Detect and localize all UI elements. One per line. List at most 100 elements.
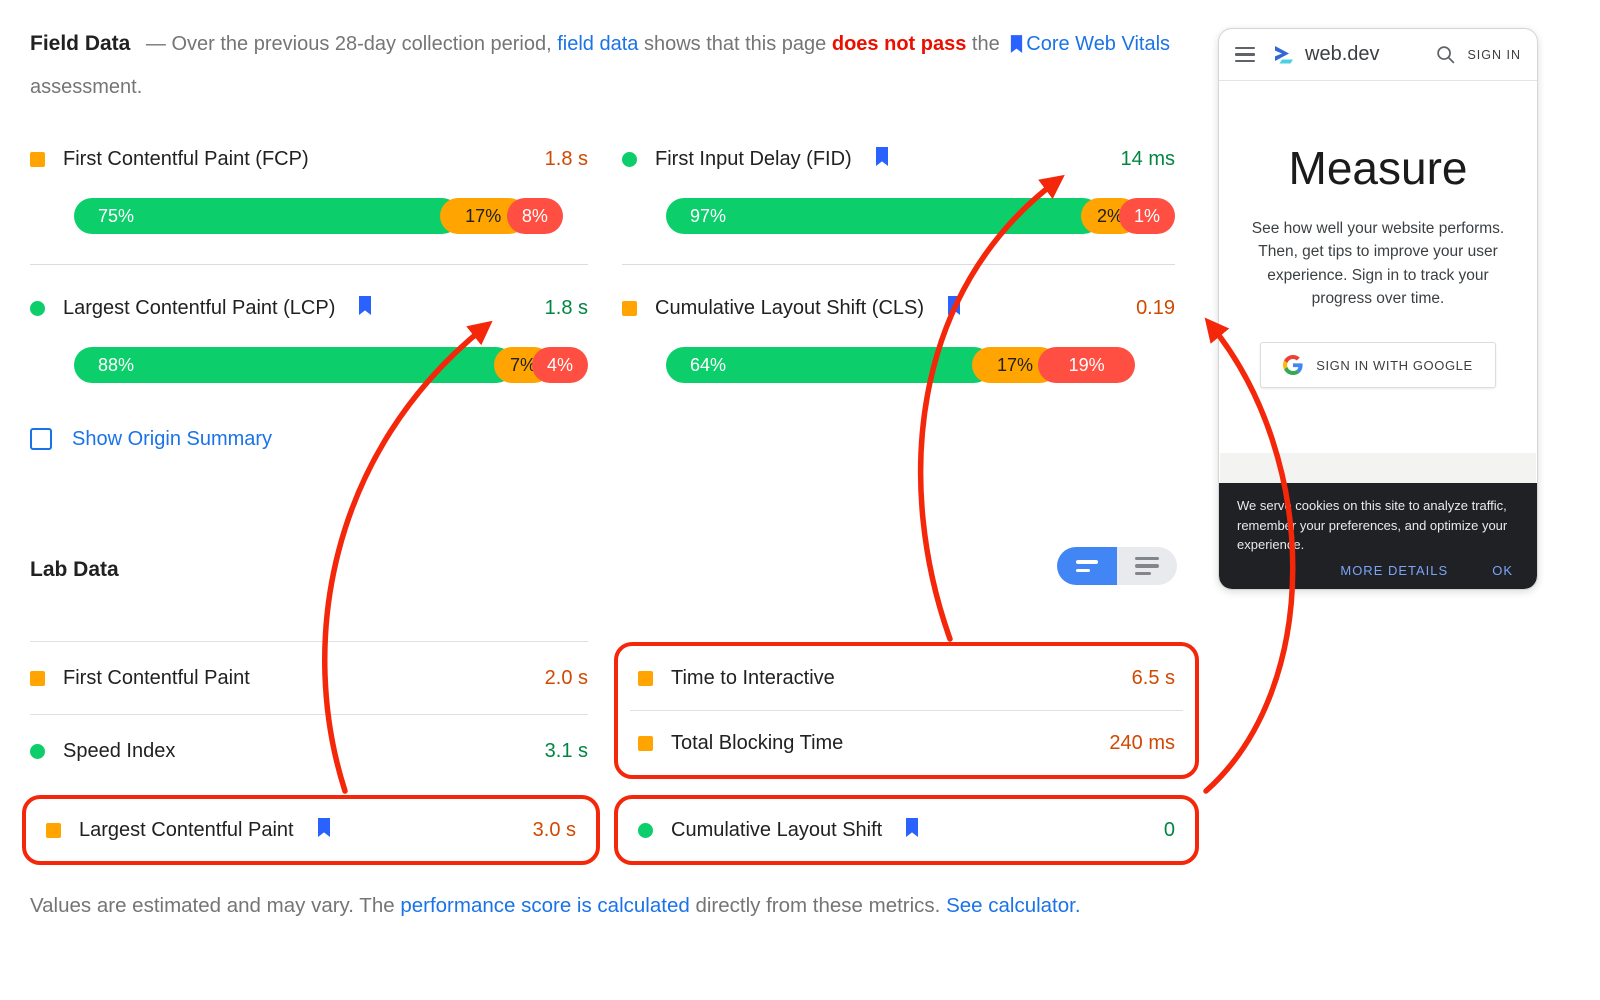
- show-origin-summary[interactable]: Show Origin Summary: [30, 417, 588, 461]
- footer-text-1: Values are estimated and may vary. The: [30, 894, 401, 917]
- metric-value: 2.0 s: [544, 666, 588, 689]
- lab-column-left: First Contentful Paint 2.0 s Speed Index…: [22, 641, 600, 865]
- cls-distribution-bar: 64% 17% 19%: [666, 347, 1175, 383]
- bar-good-segment: 97%: [666, 198, 1101, 234]
- average-square-icon: [622, 300, 637, 316]
- fid-distribution-bar: 97% 2% 1%: [666, 198, 1175, 234]
- webdev-logo-text: web.dev: [1305, 43, 1380, 65]
- bar-poor-segment: 8%: [506, 198, 563, 234]
- field-metric-cls: Cumulative Layout Shift (CLS) 0.19 64% 1…: [622, 277, 1175, 383]
- origin-summary-checkbox[interactable]: [30, 428, 52, 450]
- metric-value: 14 ms: [1120, 147, 1175, 170]
- divider: [30, 714, 588, 715]
- bar-poor-segment: 1%: [1119, 198, 1175, 234]
- view-toggle: [1057, 547, 1177, 585]
- metric-value: 1.8 s: [544, 147, 588, 170]
- compact-view-icon: [1076, 560, 1098, 572]
- measure-description: See how well your website performs. Then…: [1251, 220, 1505, 307]
- bar-good-segment: 64%: [666, 347, 992, 383]
- google-button-label: SIGN IN WITH GOOGLE: [1316, 357, 1473, 373]
- does-not-pass-text: does not pass: [831, 33, 967, 55]
- webdev-logo-icon: [1275, 45, 1293, 63]
- bookmark-icon: [1009, 27, 1024, 67]
- metric-value: 3.0 s: [532, 818, 576, 841]
- good-circle-icon: [638, 822, 653, 838]
- search-icon[interactable]: [1436, 45, 1455, 64]
- origin-summary-label[interactable]: Show Origin Summary: [72, 427, 273, 450]
- intro-text-1: — Over the previous 28-day collection pe…: [140, 33, 558, 55]
- more-details-button[interactable]: MORE DETAILS: [1340, 562, 1449, 578]
- metric-value: 3.1 s: [544, 739, 588, 762]
- bookmark-icon: [316, 818, 332, 842]
- lcp-highlight-box: Largest Contentful Paint 3.0 s: [22, 795, 600, 865]
- metric-name: First Contentful Paint: [63, 666, 250, 689]
- cookie-text: We serve cookies on this site to analyze…: [1237, 498, 1508, 552]
- bookmark-icon: [946, 296, 962, 320]
- cookie-banner: We serve cookies on this site to analyze…: [1219, 483, 1537, 589]
- fcp-distribution-bar: 75% 17% 8%: [74, 198, 588, 234]
- field-metric-fcp: First Contentful Paint (FCP) 1.8 s 75% 1…: [30, 128, 588, 234]
- average-square-icon: [46, 822, 61, 838]
- bookmark-icon: [904, 818, 920, 842]
- intro-text-4: assessment.: [30, 76, 143, 98]
- phone-header: web.dev SIGN IN: [1219, 29, 1537, 81]
- phone-sign-in-button[interactable]: SIGN IN: [1467, 47, 1521, 62]
- metric-name: First Contentful Paint (FCP): [63, 147, 309, 170]
- metric-name: Cumulative Layout Shift (CLS): [655, 296, 925, 319]
- lab-column-right: Time to Interactive 6.5 s Total Blocking…: [614, 641, 1199, 865]
- lab-metric-speed-index: Speed Index 3.1 s: [30, 715, 588, 787]
- lab-metric-tti: Time to Interactive 6.5 s: [618, 646, 1195, 710]
- sign-in-with-google-button[interactable]: SIGN IN WITH GOOGLE: [1260, 342, 1496, 388]
- metric-name: Time to Interactive: [671, 666, 835, 689]
- field-metric-fid: First Input Delay (FID) 14 ms 97% 2% 1%: [622, 128, 1175, 234]
- metric-value: 1.8 s: [544, 296, 588, 319]
- tti-tbt-highlight-box: Time to Interactive 6.5 s Total Blocking…: [614, 642, 1199, 779]
- divider: [30, 264, 588, 265]
- footer-note: Values are estimated and may vary. The p…: [30, 886, 1115, 925]
- lab-data-title: Lab Data: [30, 558, 119, 581]
- performance-score-link[interactable]: performance score is calculated: [400, 894, 690, 917]
- metric-name: Speed Index: [63, 739, 176, 762]
- core-web-vitals-link[interactable]: Core Web Vitals: [1026, 33, 1171, 55]
- metric-value: 0.19: [1136, 296, 1175, 319]
- metric-name: First Input Delay (FID): [655, 147, 852, 170]
- average-square-icon: [30, 151, 45, 167]
- lab-metric-tbt: Total Blocking Time 240 ms: [618, 711, 1195, 775]
- bar-good-segment: 75%: [74, 198, 460, 234]
- average-square-icon: [638, 735, 653, 751]
- average-square-icon: [30, 670, 45, 686]
- lab-metric-cls: Cumulative Layout Shift 0: [618, 799, 1195, 861]
- field-data-link[interactable]: field data: [557, 33, 639, 55]
- field-data-title: Field Data: [30, 32, 131, 55]
- menu-icon[interactable]: [1235, 46, 1255, 63]
- detailed-view-button[interactable]: [1117, 547, 1177, 585]
- field-metric-lcp: Largest Contentful Paint (LCP) 1.8 s 88%…: [30, 277, 588, 383]
- see-calculator-link[interactable]: See calculator.: [946, 894, 1081, 917]
- average-square-icon: [638, 670, 653, 686]
- field-data-intro: Field Data — Over the previous 28-day co…: [30, 24, 1180, 107]
- webdev-phone-mockup: web.dev SIGN IN Measure See how well you…: [1218, 28, 1538, 590]
- google-g-icon: [1283, 355, 1303, 375]
- good-circle-icon: [622, 151, 637, 167]
- divider: [630, 710, 1183, 711]
- bar-poor-segment: 19%: [1038, 347, 1135, 383]
- metric-name: Cumulative Layout Shift: [671, 818, 883, 841]
- field-column-left: First Contentful Paint (FCP) 1.8 s 75% 1…: [30, 128, 588, 461]
- ok-button[interactable]: OK: [1492, 562, 1513, 578]
- footer-text-2: directly from these metrics.: [689, 894, 947, 917]
- metric-name: Largest Contentful Paint: [79, 818, 294, 841]
- metric-value: 0: [1163, 818, 1175, 841]
- bar-poor-segment: 4%: [532, 347, 588, 383]
- intro-text-2: shows that this page: [638, 33, 832, 55]
- detailed-view-icon: [1135, 556, 1159, 576]
- divider: [30, 641, 588, 642]
- lcp-distribution-bar: 88% 7% 4%: [74, 347, 588, 383]
- compact-view-button[interactable]: [1057, 547, 1117, 585]
- webdev-logo[interactable]: web.dev: [1273, 43, 1380, 66]
- metric-name: Total Blocking Time: [671, 731, 844, 754]
- cls-highlight-box: Cumulative Layout Shift 0: [614, 795, 1199, 865]
- lab-metric-lcp: Largest Contentful Paint 3.0 s: [26, 799, 596, 861]
- metric-value: 6.5 s: [1131, 666, 1175, 689]
- good-circle-icon: [30, 743, 45, 759]
- measure-title: Measure: [1288, 142, 1468, 194]
